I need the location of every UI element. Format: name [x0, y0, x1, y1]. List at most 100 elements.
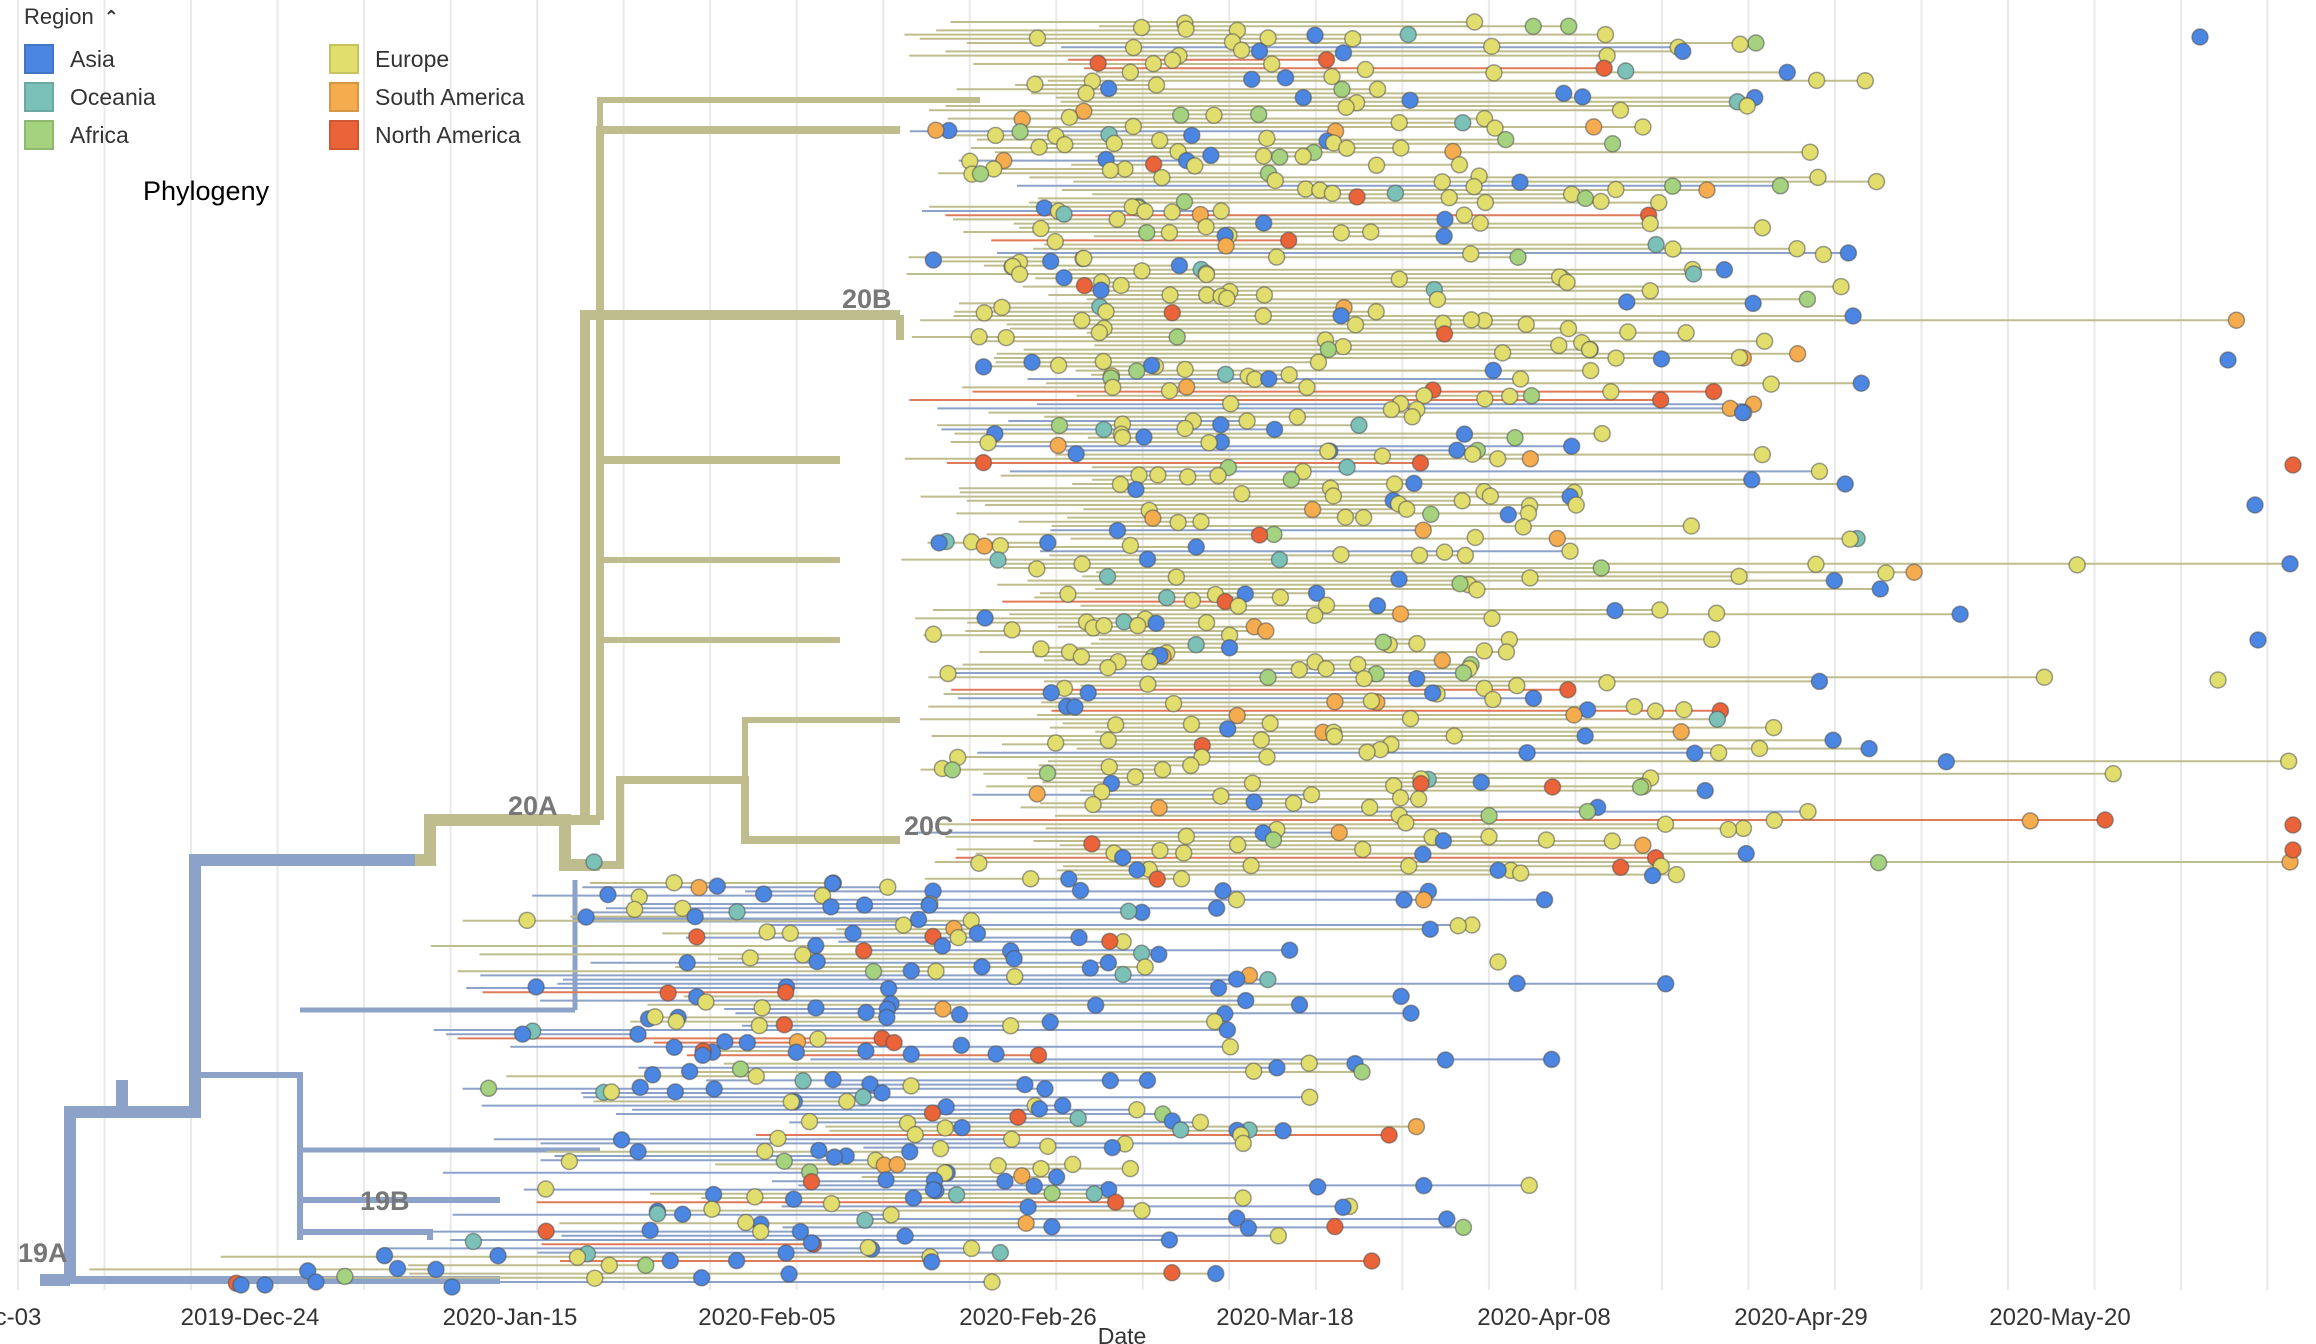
- tip-node[interactable]: [1294, 88, 1313, 107]
- tip-node[interactable]: [1656, 815, 1675, 833]
- tip-node[interactable]: [690, 878, 708, 897]
- tip-node[interactable]: [920, 896, 938, 914]
- tip-node[interactable]: [1178, 468, 1197, 486]
- tip-node[interactable]: [1734, 819, 1753, 838]
- tip-node[interactable]: [1133, 262, 1151, 280]
- tip-node[interactable]: [1368, 80, 1387, 98]
- tip-node[interactable]: [666, 1083, 685, 1101]
- tip-node[interactable]: [1049, 356, 1068, 375]
- tip-node[interactable]: [1715, 261, 1734, 279]
- tip-node[interactable]: [1121, 1159, 1140, 1178]
- tip-node[interactable]: [896, 1227, 914, 1245]
- tip-node[interactable]: [1472, 773, 1491, 791]
- tip-node[interactable]: [1028, 560, 1046, 578]
- tip-node[interactable]: [1259, 668, 1277, 687]
- tip-node[interactable]: [1651, 391, 1670, 409]
- tip-node[interactable]: [1631, 778, 1650, 796]
- tip-node[interactable]: [1454, 664, 1473, 682]
- tip-node[interactable]: [1755, 332, 1774, 350]
- tip-node[interactable]: [1392, 987, 1410, 1006]
- tip-node[interactable]: [844, 924, 862, 943]
- tip-node[interactable]: [976, 609, 994, 627]
- tip-node[interactable]: [1046, 734, 1065, 752]
- tip-node[interactable]: [777, 983, 795, 1001]
- tip-node[interactable]: [1140, 653, 1159, 671]
- tip-node[interactable]: [1334, 337, 1352, 356]
- tip-node[interactable]: [1254, 147, 1273, 165]
- chevron-up-icon[interactable]: ⌃: [103, 6, 119, 27]
- tip-node[interactable]: [1060, 870, 1078, 888]
- tip-node[interactable]: [1066, 698, 1084, 716]
- tip-node[interactable]: [1077, 84, 1095, 102]
- tip-node[interactable]: [1484, 690, 1502, 709]
- tip-node[interactable]: [1053, 1096, 1072, 1115]
- tip-node[interactable]: [1167, 568, 1186, 586]
- tip-node[interactable]: [1212, 787, 1230, 805]
- tip-node[interactable]: [1488, 449, 1507, 468]
- tip-node[interactable]: [1346, 315, 1365, 334]
- tip-node[interactable]: [1667, 865, 1686, 884]
- tip-node[interactable]: [1334, 44, 1353, 62]
- tip-node[interactable]: [479, 1079, 498, 1098]
- tip-node[interactable]: [1412, 774, 1430, 793]
- tip-node[interactable]: [1408, 634, 1426, 653]
- tip-node[interactable]: [750, 1016, 769, 1035]
- tip-node[interactable]: [1099, 658, 1117, 677]
- tip-node[interactable]: [781, 924, 800, 943]
- tip-node[interactable]: [1463, 445, 1482, 463]
- tip-node[interactable]: [1306, 26, 1324, 44]
- legend-item-south-america[interactable]: South America: [329, 80, 525, 114]
- tip-node[interactable]: [1160, 223, 1179, 242]
- tip-node[interactable]: [1259, 970, 1277, 989]
- tip-node[interactable]: [856, 1211, 874, 1229]
- tip-node[interactable]: [1132, 18, 1151, 37]
- tip-node[interactable]: [1421, 920, 1439, 938]
- tip-node[interactable]: [1013, 1167, 1031, 1185]
- tip-node[interactable]: [1039, 1137, 1057, 1156]
- tip-node[interactable]: [879, 979, 898, 998]
- tip-node[interactable]: [1704, 382, 1723, 401]
- tip-node[interactable]: [1511, 864, 1530, 882]
- tip-node[interactable]: [1869, 853, 1888, 872]
- tip-node[interactable]: [1434, 832, 1453, 850]
- tip-node[interactable]: [1050, 416, 1069, 435]
- tip-node[interactable]: [1374, 633, 1393, 651]
- tip-node[interactable]: [716, 1032, 734, 1051]
- tip-node[interactable]: [599, 885, 617, 904]
- tip-node[interactable]: [1707, 604, 1726, 622]
- tip-node[interactable]: [1075, 102, 1093, 121]
- tip-node[interactable]: [1511, 173, 1529, 191]
- tip-node[interactable]: [857, 1042, 875, 1060]
- tip-node[interactable]: [1197, 265, 1216, 284]
- tip-node[interactable]: [1471, 214, 1489, 232]
- tip-node[interactable]: [1232, 485, 1251, 503]
- tip-node[interactable]: [950, 1005, 969, 1024]
- tip-node[interactable]: [1524, 17, 1543, 36]
- tip-node[interactable]: [1011, 123, 1029, 141]
- tip-node[interactable]: [1302, 786, 1321, 804]
- tip-node[interactable]: [1414, 891, 1433, 909]
- tip-node[interactable]: [1619, 323, 1637, 341]
- tip-node[interactable]: [1176, 419, 1194, 438]
- tip-node[interactable]: [1354, 508, 1373, 527]
- tip-node[interactable]: [1029, 1046, 1048, 1064]
- tip-node[interactable]: [1496, 130, 1515, 149]
- tip-node[interactable]: [1451, 574, 1469, 593]
- tip-node[interactable]: [1038, 764, 1057, 782]
- tip-node[interactable]: [1363, 1252, 1381, 1270]
- tip-node[interactable]: [1698, 181, 1716, 199]
- tip-node[interactable]: [1059, 585, 1077, 603]
- tip-node[interactable]: [1197, 218, 1215, 236]
- tip-node[interactable]: [952, 1036, 971, 1055]
- tip-node[interactable]: [1099, 79, 1118, 98]
- tip-node[interactable]: [1839, 244, 1858, 262]
- tip-node[interactable]: [754, 885, 773, 903]
- tip-node[interactable]: [802, 1173, 821, 1191]
- tip-node[interactable]: [758, 923, 776, 941]
- tip-node[interactable]: [1268, 1059, 1286, 1077]
- tip-node[interactable]: [1227, 890, 1246, 909]
- tip-node[interactable]: [1163, 51, 1182, 69]
- tip-node[interactable]: [1810, 672, 1829, 691]
- tip-node[interactable]: [1114, 848, 1132, 867]
- tip-node[interactable]: [1832, 277, 1850, 296]
